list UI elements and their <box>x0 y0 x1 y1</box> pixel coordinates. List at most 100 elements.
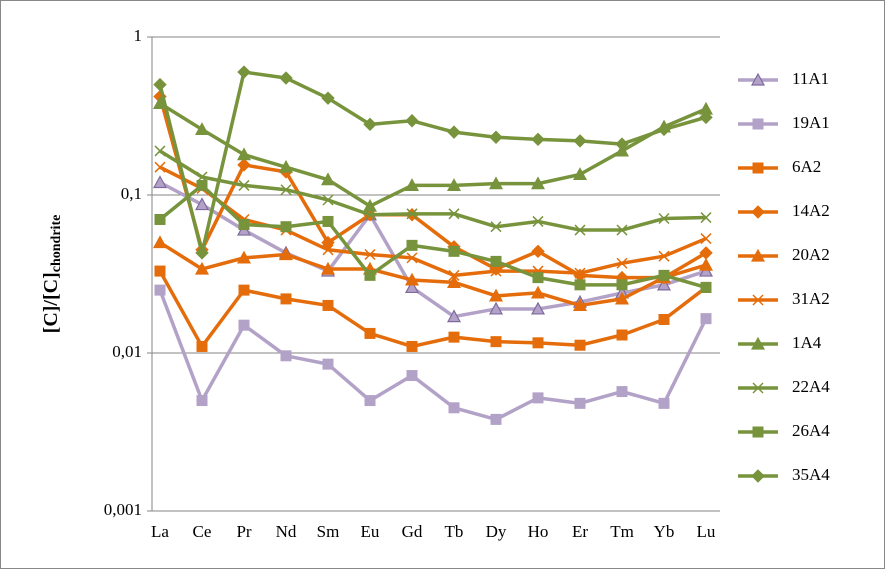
legend-marker <box>752 162 764 174</box>
legend-label: 11A1 <box>792 69 829 88</box>
data-point <box>572 298 588 312</box>
data-point <box>322 299 334 311</box>
series-line <box>159 165 707 278</box>
legend-label: 20A2 <box>792 245 830 264</box>
data-point <box>531 244 545 259</box>
data-point <box>572 167 588 181</box>
data-point <box>236 147 252 161</box>
data-point <box>364 327 376 339</box>
data-point <box>616 224 628 236</box>
data-point <box>280 293 292 305</box>
series-line <box>159 149 707 232</box>
data-point <box>615 137 629 151</box>
data-point <box>363 117 377 132</box>
data-point <box>195 246 209 260</box>
data-point <box>154 161 166 173</box>
data-point <box>364 395 376 407</box>
data-point <box>616 257 628 269</box>
data-point <box>406 208 418 220</box>
data-point <box>364 269 376 281</box>
data-point <box>196 395 208 407</box>
legend-label: 35A4 <box>792 465 830 484</box>
x-tick-label: Tm <box>610 522 634 541</box>
series-line <box>158 270 708 349</box>
data-point <box>448 208 460 220</box>
data-point <box>532 272 544 284</box>
data-point <box>532 337 544 349</box>
data-point <box>196 340 208 352</box>
legend-label: 14A2 <box>792 201 830 220</box>
data-point <box>574 267 586 279</box>
data-point <box>237 158 251 172</box>
data-point <box>448 331 460 343</box>
data-point <box>490 255 502 267</box>
series-line <box>159 101 707 208</box>
data-point <box>616 279 628 291</box>
legend-label: 22A4 <box>792 377 830 396</box>
data-point <box>700 281 712 293</box>
data-point <box>406 340 418 352</box>
data-point <box>530 176 546 190</box>
data-point <box>448 402 460 414</box>
legend-label: 31A2 <box>792 289 830 308</box>
x-tick-label: Yb <box>654 522 675 541</box>
data-point <box>657 122 671 137</box>
data-point <box>700 233 712 245</box>
data-point <box>154 284 166 296</box>
data-point <box>152 235 168 249</box>
data-point <box>194 261 210 275</box>
x-tick-label: Eu <box>361 522 380 541</box>
y-tick-label: 0,001 <box>104 500 142 519</box>
series-line <box>158 96 707 280</box>
data-point <box>236 250 252 264</box>
data-point <box>489 130 503 144</box>
data-point <box>446 309 462 323</box>
data-point <box>448 245 460 257</box>
data-point <box>700 313 712 325</box>
data-point <box>405 114 419 128</box>
x-tick-label: Pr <box>236 522 251 541</box>
data-point <box>364 209 376 221</box>
data-point <box>280 184 292 196</box>
legend-label: 19A1 <box>792 113 830 132</box>
x-tick-label: Lu <box>697 522 716 541</box>
data-point <box>530 285 546 299</box>
series-line <box>159 180 707 319</box>
x-tick-label: Dy <box>486 522 507 541</box>
data-point <box>194 122 210 136</box>
data-point <box>658 212 670 225</box>
x-tick-label: Ce <box>193 522 212 541</box>
x-tick-label: Tb <box>445 522 464 541</box>
data-point <box>658 269 670 281</box>
data-point <box>448 269 460 281</box>
data-point <box>322 358 334 370</box>
data-point <box>404 272 420 286</box>
data-point <box>320 261 336 275</box>
data-point <box>447 125 461 139</box>
data-point <box>321 91 335 105</box>
x-tick-label: Nd <box>276 522 297 541</box>
data-point <box>698 257 714 271</box>
data-point <box>322 244 334 256</box>
data-point <box>574 224 586 236</box>
data-point <box>364 248 376 261</box>
data-point <box>278 247 294 261</box>
series-line <box>158 289 708 422</box>
data-point <box>404 178 420 192</box>
data-point <box>490 413 502 425</box>
y-tick-label: 1 <box>134 26 143 45</box>
x-tick-label: Ho <box>528 522 549 541</box>
data-point <box>404 280 420 294</box>
data-point <box>279 71 293 85</box>
data-point <box>280 221 292 233</box>
data-point <box>196 179 208 191</box>
y-axis-label: [C]/[C]chondrite <box>40 215 65 334</box>
data-point <box>490 221 502 233</box>
legend-label: 1A4 <box>792 333 822 352</box>
data-point <box>658 313 670 325</box>
legend-marker <box>750 248 766 262</box>
data-point <box>446 275 462 288</box>
data-point <box>406 252 418 264</box>
